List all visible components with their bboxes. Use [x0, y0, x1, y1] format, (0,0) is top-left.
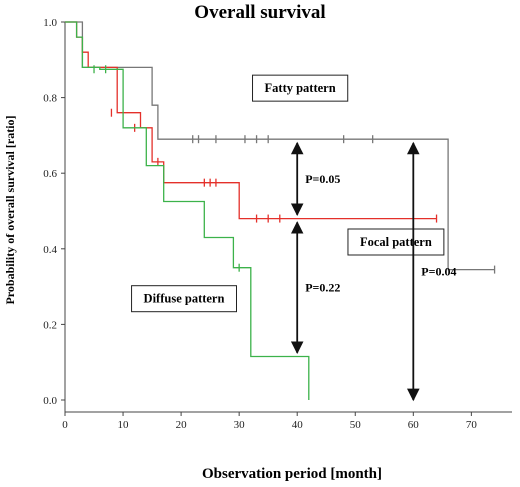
x-tick-label: 10 [118, 419, 130, 431]
p-value-label: P=0.05 [305, 172, 340, 186]
x-tick-label: 30 [234, 419, 246, 431]
x-tick-label: 40 [292, 419, 304, 431]
focal-pattern-curve [65, 21, 437, 220]
fatty-pattern-box-frame [252, 74, 349, 102]
y-tick-label: 0.4 [43, 244, 57, 256]
chart-title: Overall survival [194, 2, 325, 23]
x-tick-label: 70 [466, 419, 478, 431]
fatty-pattern-label: Fatty pattern [265, 81, 336, 95]
axes [64, 22, 512, 413]
x-tick-label: 20 [176, 419, 188, 431]
y-tick-label: 0.0 [43, 395, 57, 407]
x-axis-title: Observation period [month] [202, 466, 382, 482]
series-layer [65, 21, 496, 400]
focal-pattern-label-box: Focal pattern [347, 228, 445, 256]
annotation-layer: Fatty pattern Focal pattern Diffuse patter… [131, 74, 456, 402]
p-value-label: P=0.04 [421, 264, 456, 278]
y-axis-title: Probability of overall survival [ratio] [3, 115, 17, 304]
focal-pattern-box-frame [347, 228, 445, 256]
p-value-label: P=0.22 [305, 281, 340, 295]
diffuse-pattern-curve [65, 21, 310, 400]
y-tick-label: 0.8 [43, 93, 57, 105]
tick-labels: 0 10 20 30 40 50 60 70 0.0 0.2 0.4 0.6 0.8 1.0 [43, 17, 477, 431]
x-tick-label: 50 [350, 419, 362, 431]
y-tick-label: 0.6 [43, 168, 57, 180]
focal-pattern-label: Focal pattern [360, 235, 432, 249]
diffuse-pattern-label: Diffuse pattern [144, 292, 225, 306]
fatty-pattern-label-box: Fatty pattern [252, 74, 349, 102]
diffuse-pattern-box-frame [131, 285, 237, 313]
y-tick-label: 1.0 [43, 17, 57, 29]
y-tick-label: 0.2 [43, 319, 57, 331]
x-tick-label: 0 [62, 419, 68, 431]
x-tick-label: 60 [408, 419, 420, 431]
diffuse-pattern-label-box: Diffuse pattern [131, 285, 237, 313]
